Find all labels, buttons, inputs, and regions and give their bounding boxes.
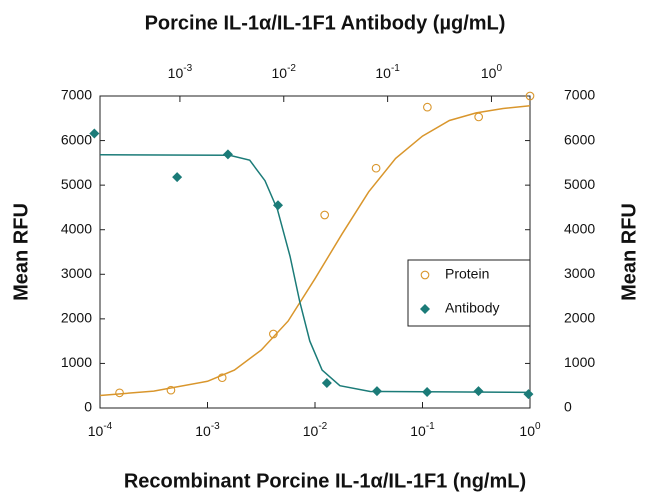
- xticks-label: 10-1: [410, 421, 435, 439]
- tick-base: 10: [410, 423, 426, 439]
- xticks-label: 100: [519, 421, 541, 439]
- antibody-point: [473, 386, 484, 397]
- tick-base: 10: [88, 423, 104, 439]
- antibody-point: [222, 149, 233, 160]
- protein-point: [525, 91, 535, 101]
- x2ticks-label: 10-1: [375, 63, 400, 81]
- y-tick-label: 0: [84, 399, 92, 415]
- tick-exponent: -1: [426, 421, 435, 432]
- chart-title: Porcine IL-1α/IL-1F1 Antibody (µg/mL): [145, 12, 506, 34]
- y2-tick-label: 2000: [564, 310, 595, 326]
- tick-base: 10: [168, 65, 184, 81]
- antibody-point: [371, 386, 382, 397]
- tick-exponent: 0: [496, 63, 502, 74]
- tick-base: 10: [481, 65, 497, 81]
- protein-point: [320, 210, 330, 220]
- y-tick-label: 5000: [61, 176, 92, 192]
- tick-exponent: -2: [318, 421, 327, 432]
- protein-point: [166, 385, 176, 395]
- antibody-point: [89, 128, 100, 139]
- legend-label: Antibody: [445, 300, 499, 316]
- y2-axis-label: Mean RFU: [618, 203, 640, 301]
- antibody-point: [172, 172, 183, 183]
- antibody-point: [273, 200, 284, 211]
- tick-exponent: -2: [287, 63, 296, 74]
- x-axis-label: Recombinant Porcine IL-1α/IL-1F1 (ng/mL): [124, 470, 526, 492]
- xticks-label: 10-2: [303, 421, 328, 439]
- tick-exponent: -3: [183, 63, 192, 74]
- tick-base: 10: [195, 423, 211, 439]
- tick-exponent: -4: [103, 421, 112, 432]
- fit-curve: [99, 154, 531, 394]
- antibody-point: [321, 378, 332, 389]
- legend-label: Protein: [445, 266, 489, 282]
- protein-point: [371, 163, 381, 173]
- xticks-label: 10-4: [88, 421, 113, 439]
- tick-base: 10: [375, 65, 391, 81]
- protein-point: [115, 388, 124, 398]
- y2-tick-label: 0: [564, 399, 572, 415]
- tick-exponent: -1: [391, 63, 400, 74]
- protein-point: [423, 102, 432, 112]
- tick-base: 10: [519, 423, 535, 439]
- tick-base: 10: [272, 65, 288, 81]
- antibody-point: [422, 386, 433, 397]
- fit-curve: [99, 105, 531, 397]
- protein-point: [269, 329, 278, 339]
- y-tick-label: 7000: [61, 87, 92, 103]
- y2-tick-label: 4000: [564, 220, 595, 236]
- x2ticks-label: 10-3: [168, 63, 193, 81]
- protein-point: [474, 112, 484, 122]
- legend-symbol: [420, 270, 430, 280]
- tick-base: 10: [303, 423, 319, 439]
- y-tick-label: 6000: [61, 131, 92, 147]
- antibody-point: [523, 389, 534, 400]
- y2-tick-label: 6000: [564, 131, 595, 147]
- legend-box: [407, 259, 531, 327]
- tick-exponent: -3: [211, 421, 220, 432]
- y2-tick-label: 3000: [564, 265, 595, 281]
- x2ticks-label: 100: [481, 63, 503, 81]
- tick-exponent: 0: [535, 421, 541, 432]
- xticks-label: 10-3: [195, 421, 220, 439]
- y2-tick-label: 5000: [564, 176, 595, 192]
- y2-tick-label: 1000: [564, 354, 595, 370]
- y-tick-label: 3000: [61, 265, 92, 281]
- y2-tick-label: 7000: [564, 87, 595, 103]
- y-tick-label: 1000: [61, 354, 92, 370]
- y-axis-label: Mean RFU: [10, 203, 32, 301]
- y-tick-label: 2000: [61, 310, 92, 326]
- y-tick-label: 4000: [61, 220, 92, 236]
- legend-symbol: [420, 304, 430, 314]
- x2ticks-label: 10-2: [272, 63, 297, 81]
- protein-point: [217, 373, 227, 383]
